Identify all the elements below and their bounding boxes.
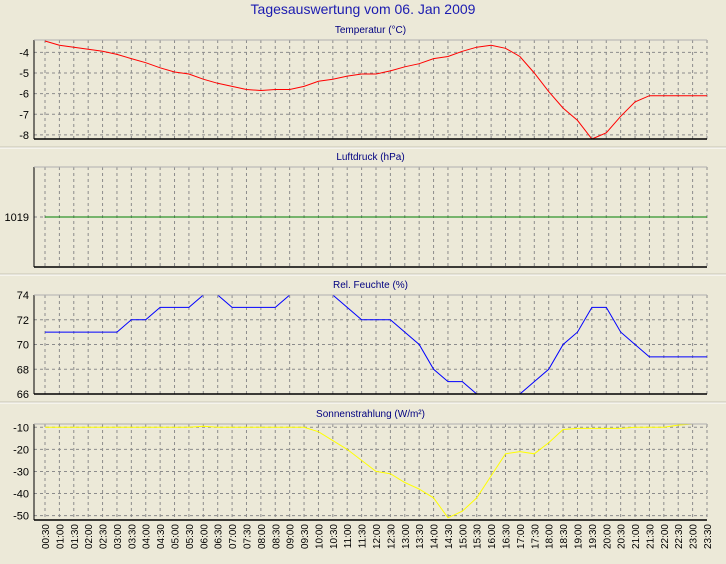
x-tick-label: 13:30	[415, 524, 426, 549]
x-tick-label: 14:30	[444, 524, 455, 549]
y-tick-label: 68	[17, 364, 29, 376]
x-tick-label: 12:30	[386, 524, 397, 549]
x-tick-label: 16:00	[487, 524, 498, 549]
x-tick-label: 09:30	[300, 524, 311, 549]
x-tick-label: 08:30	[271, 524, 282, 549]
x-tick-label: 03:00	[113, 524, 124, 549]
humidity-panel: Rel. Feuchte (%) 74 72 70 68 66	[17, 280, 708, 401]
temperature-panel: Temperatur (°C) -4 -5 -6 -7 -8	[19, 25, 708, 142]
y-tick-label: 66	[17, 389, 29, 401]
x-tick-label: 17:30	[530, 524, 541, 549]
x-tick-label: 19:30	[588, 524, 599, 549]
x-tick-label: 20:30	[617, 524, 628, 549]
x-tick-label: 07:30	[242, 524, 253, 549]
x-tick-label: 11:30	[358, 524, 369, 549]
x-tick-label: 07:00	[228, 524, 239, 549]
x-tick-label: 10:30	[329, 524, 340, 549]
x-tick-label: 15:30	[473, 524, 484, 549]
x-tick-label: 00:30	[41, 524, 52, 549]
y-tick-label: -50	[13, 511, 29, 523]
x-tick-label: 13:00	[401, 524, 412, 549]
y-tick-label: -8	[19, 130, 29, 142]
x-tick-label: 18:30	[559, 524, 570, 549]
y-tick-label: 70	[17, 340, 29, 352]
y-tick-label: 1019	[5, 212, 29, 224]
x-tick-label: 16:30	[502, 524, 513, 549]
x-tick-label: 06:30	[214, 524, 225, 549]
x-tick-label: 02:00	[84, 524, 95, 549]
x-tick-label: 02:30	[99, 524, 110, 549]
y-tick-label: -10	[13, 422, 29, 434]
x-tick-label: 04:00	[142, 524, 153, 549]
x-tick-label: 21:30	[645, 524, 656, 549]
series-line	[45, 423, 693, 519]
y-tick-label: -7	[19, 109, 29, 121]
x-tick-label: 21:00	[631, 524, 642, 549]
x-tick-label: 01:00	[55, 524, 66, 549]
x-tick-label: 17:00	[516, 524, 527, 549]
x-tick-label: 05:30	[185, 524, 196, 549]
x-tick-label: 03:30	[127, 524, 138, 549]
y-tick-label: -6	[19, 89, 29, 101]
x-tick-label: 22:30	[674, 524, 685, 549]
x-tick-label: 19:00	[573, 524, 584, 549]
radiation-panel: Sonnenstrahlung (W/m²) -10 -20 -30 -40 -50	[13, 409, 708, 523]
panel-title: Sonnenstrahlung (W/m²)	[316, 409, 425, 420]
y-tick-label: -4	[19, 47, 29, 59]
x-tick-label: 06:00	[199, 524, 210, 549]
y-tick-label: 74	[17, 290, 29, 302]
panel-title: Rel. Feuchte (%)	[333, 280, 408, 291]
x-tick-label: 05:00	[171, 524, 182, 549]
pressure-panel: Luftdruck (hPa) 1019	[5, 152, 708, 268]
y-tick-label: -40	[13, 489, 29, 501]
x-tick-label: 09:00	[286, 524, 297, 549]
x-tick-label: 11:00	[343, 524, 354, 549]
x-tick-label: 18:00	[545, 524, 556, 549]
time-axis: 00:30 01:00 01:30 02:00 02:30 03:00 03:30 04:00…	[41, 524, 714, 549]
x-tick-label: 08:00	[257, 524, 268, 549]
series-line	[45, 294, 707, 395]
y-tick-label: -5	[19, 68, 29, 80]
y-tick-label: -20	[13, 444, 29, 456]
series-line	[44, 40, 707, 140]
x-tick-label: 20:00	[602, 524, 613, 549]
x-tick-label: 01:30	[70, 524, 81, 549]
x-tick-label: 14:00	[430, 524, 441, 549]
x-tick-label: 04:30	[156, 524, 167, 549]
y-tick-label: -30	[13, 466, 29, 478]
x-tick-label: 23:30	[703, 524, 714, 549]
x-tick-label: 10:00	[314, 524, 325, 549]
panel-title: Luftdruck (hPa)	[336, 152, 404, 163]
page-title: Tagesauswertung vom 06. Jan 2009	[250, 1, 476, 17]
x-tick-label: 12:00	[372, 524, 383, 549]
x-tick-label: 15:00	[458, 524, 469, 549]
x-tick-label: 22:00	[660, 524, 671, 549]
panel-title: Temperatur (°C)	[335, 25, 406, 36]
x-tick-label: 23:00	[689, 524, 700, 549]
y-tick-label: 72	[17, 315, 29, 327]
